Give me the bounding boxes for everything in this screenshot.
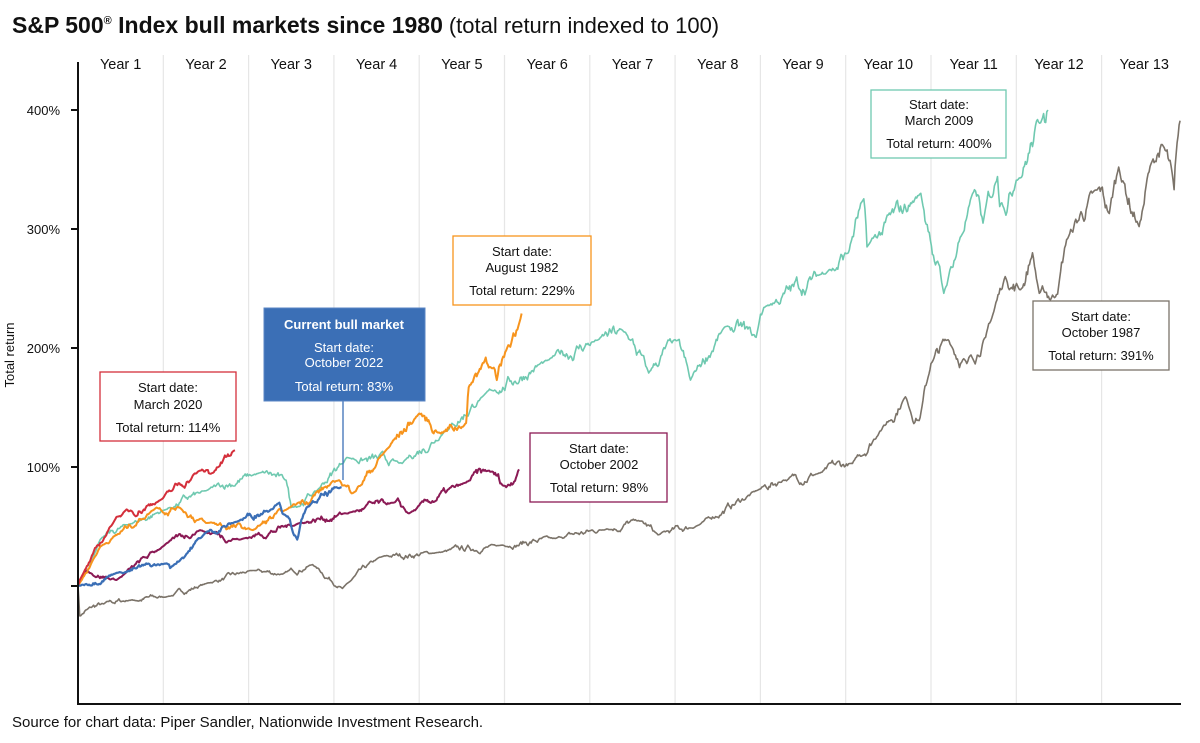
registered-mark: ® <box>104 15 112 27</box>
year-label: Year 11 <box>949 57 997 73</box>
title-main: S&P 500 <box>12 12 104 38</box>
annotation-date: August 1982 <box>485 260 558 275</box>
series-line-march-2020 <box>77 449 236 587</box>
annotation-return: Total return: 98% <box>550 480 649 495</box>
annotation-label: Start date: <box>138 380 198 395</box>
year-label: Year 7 <box>612 57 653 73</box>
year-label: Year 10 <box>864 57 913 73</box>
y-tick-label: 200% <box>27 341 61 356</box>
year-label: Year 4 <box>356 57 397 73</box>
y-axis-label: Total return <box>2 322 17 387</box>
y-axis: 400% 300% 200% 100% <box>27 103 78 587</box>
annotation-return: Total return: 114% <box>116 420 221 435</box>
vertical-gridlines <box>162 55 1103 704</box>
chart-title: S&P 500® Index bull markets since 1980 (t… <box>12 12 719 38</box>
annotation-march-2020: Start date: March 2020 Total return: 114… <box>99 371 237 442</box>
year-label: Year 3 <box>271 57 312 73</box>
annotation-label: Start date: <box>492 244 552 259</box>
annotation-label: Start date: <box>909 97 969 112</box>
year-labels: Year 1 Year 2 Year 3 Year 4 Year 5 Year 6 Year… <box>100 57 1169 73</box>
chart-subtitle: (total return indexed to 100) <box>449 13 719 38</box>
annotation-return: Total return: 229% <box>469 283 575 298</box>
annotation-current-bull-market: Current bull market Start date: October … <box>263 307 426 480</box>
annotation-march-2009: Start date: March 2009 Total return: 400… <box>870 89 1007 159</box>
series-line-current-bull-market-october-2022- <box>77 486 342 588</box>
annotation-header: Current bull market <box>284 317 405 332</box>
y-tick-label: 300% <box>27 222 61 237</box>
series-line-march-2009 <box>77 109 1049 587</box>
year-label: Year 5 <box>441 57 482 73</box>
annotation-label: Start date: <box>1071 309 1131 324</box>
year-label: Year 9 <box>782 57 823 73</box>
annotation-return: Total return: 83% <box>295 379 394 394</box>
annotation-label: Start date: <box>314 340 374 355</box>
year-label: Year 8 <box>697 57 738 73</box>
annotation-october-2002: Start date: October 2002 Total return: 9… <box>529 432 668 503</box>
y-tick-label: 100% <box>27 460 61 475</box>
annotation-date: March 2009 <box>905 113 974 128</box>
year-label: Year 1 <box>100 57 141 73</box>
series-lines <box>77 109 1181 617</box>
annotation-return: Total return: 400% <box>886 136 992 151</box>
year-label: Year 12 <box>1034 57 1083 73</box>
title-rest: Index bull markets since 1980 <box>112 12 443 38</box>
annotation-october-1987: Start date: October 1987 Total return: 3… <box>1032 300 1170 371</box>
year-label: Year 6 <box>526 57 567 73</box>
year-label: Year 2 <box>185 57 226 73</box>
annotation-august-1982: Start date: August 1982 Total return: 22… <box>452 235 592 306</box>
y-tick-label: 400% <box>27 103 61 118</box>
source-note: Source for chart data: Piper Sandler, Na… <box>12 714 483 731</box>
annotation-date: October 2022 <box>305 355 384 370</box>
annotation-label: Start date: <box>569 441 629 456</box>
series-line-october-1987 <box>77 120 1181 617</box>
year-label: Year 13 <box>1120 57 1169 73</box>
annotation-date: March 2020 <box>134 397 203 412</box>
series-line-august-1982 <box>77 313 523 587</box>
annotation-return: Total return: 391% <box>1048 348 1154 363</box>
annotation-date: October 2002 <box>560 457 639 472</box>
annotation-date: October 1987 <box>1062 325 1141 340</box>
series-line-october-2002 <box>77 467 520 587</box>
